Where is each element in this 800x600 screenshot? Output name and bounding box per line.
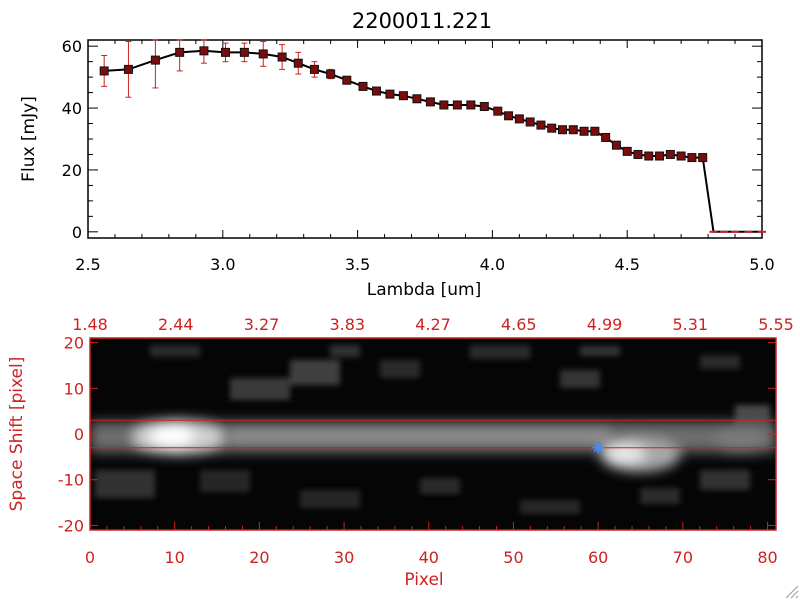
data-point (99, 66, 109, 76)
y-tick-label: 0 (72, 223, 82, 242)
data-point (633, 149, 643, 159)
wavelength-tick-label: 2.44 (158, 315, 194, 334)
spectrum-line (104, 49, 762, 233)
data-point (514, 114, 524, 124)
image-x-tick-label: 70 (673, 548, 693, 567)
wavelength-tick-label: 4.27 (415, 315, 451, 334)
image-y-ticks: 20 10 0 -10 -20 (58, 334, 776, 535)
wavelength-tick-label: 4.99 (587, 315, 623, 334)
data-point (611, 140, 621, 150)
x-tick-label: 3.0 (210, 255, 235, 274)
x-tick-label: 4.0 (480, 255, 505, 274)
resize-grip-icon[interactable] (785, 585, 799, 599)
data-point (665, 149, 675, 159)
wavelength-tick-label: 5.55 (758, 315, 794, 334)
data-point (452, 100, 462, 110)
spectrum-x-axis-label: Lambda [um] (367, 280, 481, 300)
wavelength-top-ticks: 1.48 2.44 3.27 3.83 4.27 4.65 4.99 5.31 5.55 (72, 315, 794, 346)
wavelength-tick-label: 1.48 (72, 315, 108, 334)
image-y-tick-label: 10 (64, 379, 84, 398)
data-point (439, 100, 449, 110)
data-point (504, 111, 514, 121)
image-panel: 1.48 2.44 3.27 3.83 4.27 4.65 4.99 5.31 5.55 (7, 315, 794, 590)
spectrum-panel: 2200011.221 2.5 3.0 3.5 4.0 4.5 5.0 0 20 40 60 L… (19, 9, 775, 300)
image-x-ticks: 0 10 20 30 40 50 60 70 80 (85, 522, 778, 567)
data-point (309, 64, 319, 74)
spectrum-series (99, 39, 766, 233)
data-point (525, 117, 535, 127)
x-tick-label: 5.0 (749, 255, 774, 274)
data-point (590, 126, 600, 136)
x-tick-label: 2.5 (75, 255, 100, 274)
data-point (175, 47, 185, 57)
spectrum-plot-frame (87, 39, 763, 239)
image-x-axis-label: Pixel (404, 570, 443, 590)
image-x-tick-label: 0 (85, 548, 95, 567)
data-point (601, 132, 611, 142)
x-tick-label: 3.5 (345, 255, 370, 274)
data-point (568, 125, 578, 135)
background-noise (95, 345, 770, 514)
data-point (547, 123, 557, 133)
image-x-tick-label: 50 (503, 548, 523, 567)
data-point (655, 151, 665, 161)
data-point (644, 151, 654, 161)
data-point (412, 94, 422, 104)
data-point (622, 146, 632, 156)
chart-title: 2200011.221 (352, 9, 492, 33)
data-point (466, 100, 476, 110)
image-x-tick-label: 80 (757, 548, 777, 567)
data-point (687, 153, 697, 163)
image-y-tick-label: 0 (74, 425, 84, 444)
image-x-tick-label: 60 (588, 548, 608, 567)
data-point (220, 47, 230, 57)
data-point (342, 75, 352, 85)
spectrum-x-ticks: 2.5 3.0 3.5 4.0 4.5 5.0 (75, 40, 775, 274)
image-x-tick-label: 30 (334, 548, 354, 567)
data-point (150, 55, 160, 65)
x-tick-label: 4.5 (614, 255, 639, 274)
image-x-tick-label: 20 (249, 548, 269, 567)
wavelength-tick-label: 4.65 (501, 315, 537, 334)
data-point (479, 102, 489, 112)
data-point (536, 120, 546, 130)
image-y-tick-label: -20 (58, 516, 84, 535)
spectrum-y-axis-label: Flux [mJy] (19, 96, 39, 182)
data-point (258, 49, 268, 59)
data-point (371, 86, 381, 96)
data-point (493, 106, 503, 116)
source-marker-star-icon (592, 441, 605, 454)
y-tick-label: 60 (62, 37, 82, 56)
data-point (398, 91, 408, 101)
data-point (277, 52, 287, 62)
wavelength-tick-label: 5.31 (672, 315, 708, 334)
y-tick-label: 40 (62, 99, 82, 118)
wavelength-tick-label: 3.83 (329, 315, 365, 334)
data-point (293, 58, 303, 68)
aperture-lines (90, 419, 776, 449)
data-point (239, 47, 249, 57)
star-stroke (593, 443, 603, 453)
data-point (698, 153, 708, 163)
image-x-tick-label: 10 (165, 548, 185, 567)
y-tick-label: 20 (62, 161, 82, 180)
data-point (358, 81, 368, 91)
spectral-image (90, 338, 776, 530)
data-point (579, 126, 589, 136)
data-point (425, 97, 435, 107)
data-point (199, 46, 209, 56)
data-point (676, 151, 686, 161)
image-x-tick-label: 40 (419, 548, 439, 567)
spectrum-y-ticks: 0 20 40 60 (62, 37, 762, 242)
image-y-tick-label: -10 (58, 471, 84, 490)
data-point (326, 69, 336, 79)
wavelength-tick-label: 3.27 (244, 315, 280, 334)
image-y-tick-label: 20 (64, 334, 84, 353)
trace (90, 419, 776, 472)
data-point (385, 89, 395, 99)
data-point (557, 125, 567, 135)
data-point (123, 64, 133, 74)
image-y-axis-label: Space Shift [pixel] (7, 357, 27, 512)
